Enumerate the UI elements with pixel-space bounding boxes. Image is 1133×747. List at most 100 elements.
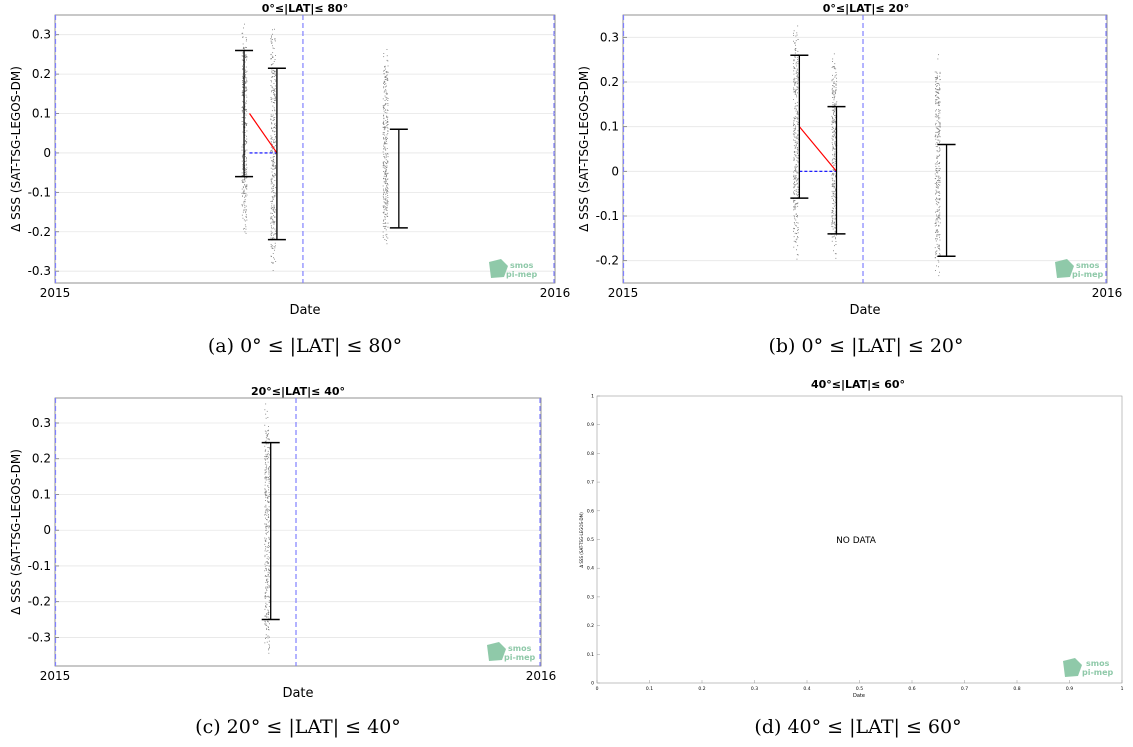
panel-c-title: 20°≤|LAT|≤ 40° [251, 385, 345, 398]
data-point [797, 229, 798, 231]
data-point [939, 205, 941, 207]
data-point [265, 605, 266, 607]
data-point [936, 83, 938, 84]
data-point [274, 126, 275, 128]
data-point [246, 96, 248, 98]
data-point [243, 179, 245, 181]
data-point [266, 456, 268, 457]
data-point [245, 71, 247, 73]
data-point [273, 117, 275, 119]
data-point [264, 556, 266, 558]
data-point [266, 576, 268, 577]
data-point [273, 142, 275, 143]
data-point [244, 126, 246, 128]
data-point [939, 253, 941, 254]
data-point [938, 198, 940, 200]
data-point [936, 85, 938, 86]
data-point [832, 178, 834, 180]
data-point [384, 182, 386, 184]
data-point [794, 43, 796, 44]
data-point [269, 446, 271, 448]
data-point [244, 90, 246, 92]
data-point [383, 104, 385, 106]
data-point [387, 183, 388, 184]
data-point [244, 134, 246, 136]
data-point [793, 91, 795, 92]
data-point [246, 177, 247, 179]
data-point [386, 74, 388, 76]
panel-a-marks [54, 15, 555, 283]
data-point [244, 150, 246, 152]
data-point [935, 229, 937, 231]
data-point [268, 629, 269, 630]
data-point [793, 139, 794, 141]
data-point [268, 542, 270, 543]
data-point [385, 213, 387, 215]
data-point [936, 120, 938, 122]
y-tick-label: -0.1 [596, 209, 619, 223]
data-point [387, 130, 389, 132]
y-tick-label: -0.1 [28, 185, 51, 199]
data-point [936, 182, 938, 184]
data-point [244, 81, 246, 82]
data-point [274, 38, 276, 39]
data-point [387, 118, 388, 120]
data-point [266, 526, 268, 528]
data-point [266, 561, 268, 562]
data-point [264, 458, 266, 460]
data-point [243, 203, 245, 205]
data-point [834, 214, 836, 216]
data-point [797, 130, 799, 132]
panel-a-caption: (a) 0° ≤ |LAT| ≤ 80° [208, 335, 402, 357]
data-point [936, 211, 938, 212]
data-point [937, 129, 939, 130]
data-point [937, 151, 939, 153]
data-point [384, 174, 386, 175]
data-point [938, 115, 940, 117]
data-point [246, 90, 247, 92]
data-point [795, 72, 797, 74]
data-point [793, 130, 794, 132]
data-point [386, 93, 388, 95]
data-point [797, 111, 798, 113]
data-point [264, 543, 266, 545]
data-point [383, 108, 384, 110]
data-point [832, 228, 834, 230]
data-point [246, 160, 247, 162]
data-point [268, 477, 269, 478]
data-point [241, 123, 243, 125]
data-point [384, 141, 385, 143]
data-point [795, 90, 797, 91]
data-point [242, 195, 243, 197]
data-point [273, 146, 275, 148]
data-point [246, 109, 247, 110]
data-point [245, 117, 246, 119]
data-point [242, 32, 244, 34]
data-point [265, 471, 267, 473]
data-point [834, 109, 836, 111]
data-point [272, 73, 274, 74]
data-point [385, 162, 387, 163]
data-point [938, 215, 940, 217]
data-point [387, 104, 389, 106]
data-point [274, 192, 276, 194]
data-point [386, 173, 388, 175]
data-point [242, 186, 244, 188]
data-point [834, 153, 836, 155]
data-point [938, 121, 940, 123]
data-point [245, 163, 247, 165]
data-point [385, 240, 387, 241]
data-point [246, 169, 247, 170]
data-point [271, 232, 273, 234]
data-point [267, 587, 269, 589]
data-point [274, 258, 275, 260]
panel-a-logo-top: smos [510, 261, 534, 270]
data-point [833, 200, 834, 202]
data-point [793, 135, 795, 137]
data-point [835, 189, 836, 190]
data-point [832, 97, 833, 98]
data-point [242, 68, 244, 70]
data-point [385, 143, 387, 144]
data-point [793, 246, 795, 248]
data-point [241, 149, 243, 151]
